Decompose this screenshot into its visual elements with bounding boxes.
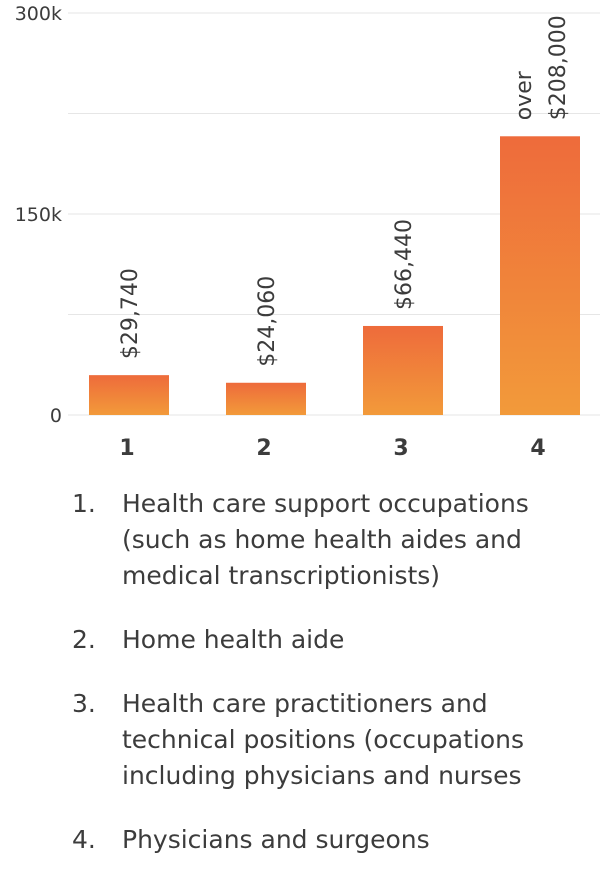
y-tick-label: 300k xyxy=(15,3,62,25)
svg-text:$208,000: $208,000 xyxy=(546,15,571,120)
svg-text:over: over xyxy=(512,70,537,120)
bar-1 xyxy=(89,375,169,415)
data-label-2: $24,060 xyxy=(255,276,280,367)
legend-item: 1. Health care support occupations (such … xyxy=(0,486,602,594)
x-tick-label: 4 xyxy=(530,436,545,461)
legend-item-text: Home health aide xyxy=(122,625,345,654)
legend-item-number: 3. xyxy=(72,689,96,718)
legend-item-text: Physicians and surgeons xyxy=(122,825,430,854)
legend-item: 2. Home health aide xyxy=(0,622,602,658)
legend-item: 3. Health care practitioners and technica… xyxy=(0,686,602,794)
data-label-4: over $208,000 xyxy=(512,15,571,120)
y-tick-label: 0 xyxy=(50,405,62,427)
legend-item-text: Health care support occupations (such as… xyxy=(122,489,529,590)
data-label-1: $29,740 xyxy=(118,268,143,359)
bar-4 xyxy=(500,136,580,415)
bar-2 xyxy=(226,382,306,415)
legend-item-number: 2. xyxy=(72,625,96,654)
svg-text:$29,740: $29,740 xyxy=(118,268,143,359)
legend-item-number: 1. xyxy=(72,489,96,518)
svg-text:$66,440: $66,440 xyxy=(392,219,417,310)
legend-item-number: 4. xyxy=(72,825,96,854)
legend-item: 4. Physicians and surgeons xyxy=(0,822,602,858)
y-tick-label: 150k xyxy=(15,204,62,226)
x-tick-label: 1 xyxy=(119,436,134,461)
bar-chart: 0 150k 300k $29,740 $24,060 $66,440 over $208,… xyxy=(15,3,600,461)
legend-item-text: Health care practitioners and technical … xyxy=(122,689,525,790)
x-tick-label: 2 xyxy=(256,436,271,461)
bar-3 xyxy=(363,325,443,415)
category-legend: 1. Health care support occupations (such … xyxy=(0,486,602,886)
data-label-3: $66,440 xyxy=(392,219,417,310)
svg-text:$24,060: $24,060 xyxy=(255,276,280,367)
x-tick-label: 3 xyxy=(393,436,408,461)
